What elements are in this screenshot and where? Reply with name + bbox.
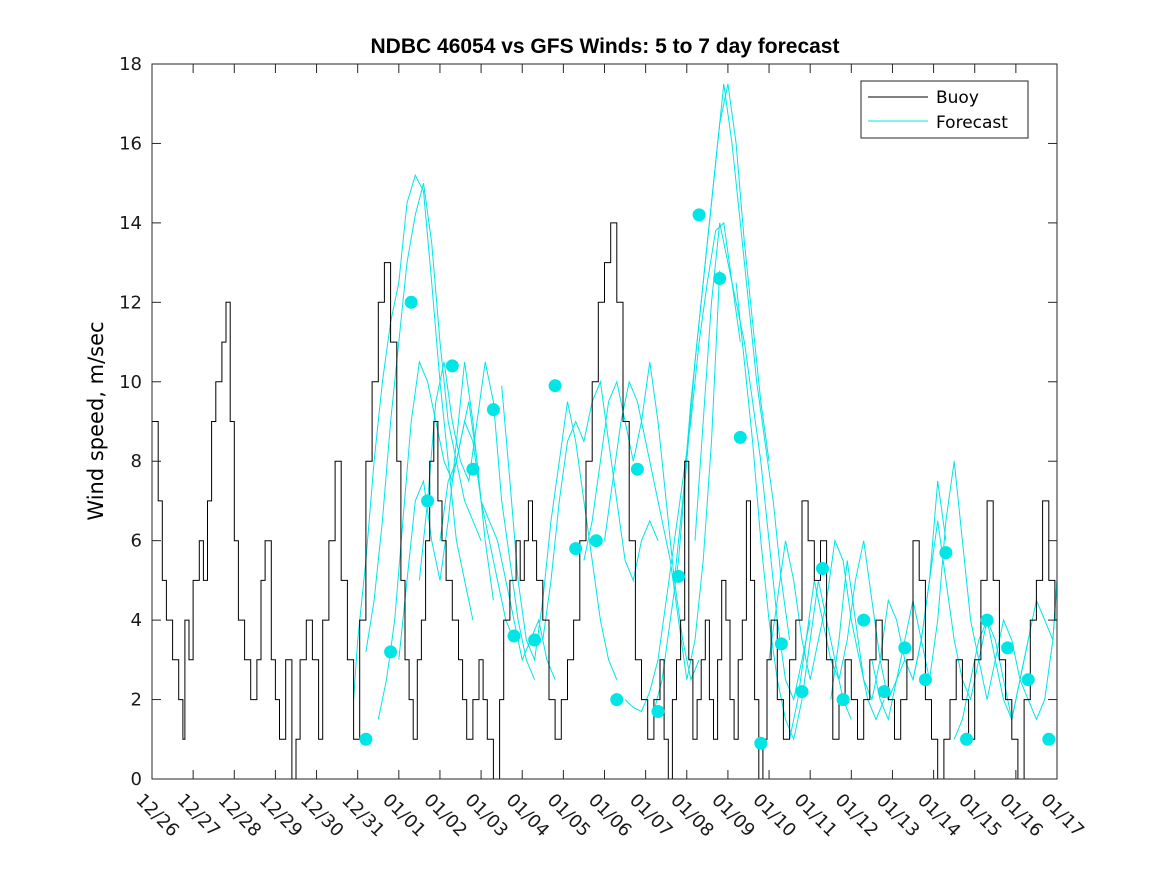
forecast-trace-10 <box>604 270 721 680</box>
forecast-marker <box>898 641 912 655</box>
y-tick-label: 2 <box>131 690 142 711</box>
legend: Buoy Forecast <box>860 80 1029 139</box>
forecast-trace-5 <box>418 361 536 680</box>
y-axis-label: Wind speed, m/sec <box>84 321 108 520</box>
y-tick-label: 14 <box>119 213 142 234</box>
forecast-marker <box>1001 641 1015 655</box>
y-tick-label: 4 <box>131 610 142 631</box>
legend-forecast-label: Forecast <box>936 113 1008 133</box>
forecast-marker <box>939 546 953 560</box>
forecast-marker <box>692 208 706 222</box>
forecast-marker <box>795 685 809 699</box>
forecast-marker <box>569 542 583 556</box>
forecast-marker <box>445 359 459 373</box>
forecast-marker <box>733 430 747 444</box>
forecast-marker <box>774 637 788 651</box>
y-tick-label: 18 <box>119 54 142 75</box>
forecast-marker <box>877 685 891 699</box>
forecast-trace-20 <box>912 520 1029 720</box>
forecast-marker <box>816 562 829 575</box>
y-tick-label: 12 <box>119 292 142 313</box>
forecast-marker <box>528 633 542 647</box>
y-tick-label: 10 <box>119 372 142 393</box>
forecast-trace-11 <box>624 221 741 713</box>
forecast-marker <box>857 613 871 627</box>
y-tick-label: 8 <box>131 451 142 472</box>
plot-background <box>152 64 1057 779</box>
chart-title: NDBC 46054 vs GFS Winds: 5 to 7 day fore… <box>371 35 840 58</box>
forecast-trace-7 <box>501 385 618 680</box>
forecast-trace-13 <box>673 83 791 641</box>
y-tick-label: 6 <box>131 531 142 552</box>
forecast-marker <box>384 645 398 659</box>
forecast-trace-8 <box>542 379 659 641</box>
forecast-marker <box>918 673 932 687</box>
forecast-trace-15 <box>735 282 852 741</box>
buoy-series <box>152 222 1057 780</box>
forecast-marker <box>836 693 850 707</box>
buoy-line <box>152 222 1057 780</box>
forecast-markers <box>359 208 1056 750</box>
forecast-trace-1 <box>353 173 474 700</box>
forecast-trace-6 <box>439 419 556 680</box>
forecast-marker <box>960 732 973 746</box>
y-tick-label: 16 <box>119 133 142 154</box>
forecast-series <box>353 83 1058 741</box>
forecast-marker <box>754 736 768 750</box>
forecast-marker <box>672 569 685 583</box>
forecast-trace-21 <box>953 580 1058 740</box>
forecast-marker <box>713 272 727 285</box>
forecast-marker <box>980 613 994 627</box>
forecast-marker <box>507 629 521 643</box>
forecast-marker <box>1042 732 1056 746</box>
forecast-trace-2 <box>365 183 482 652</box>
forecast-marker <box>359 732 373 746</box>
legend-buoy-label: Buoy <box>936 88 979 108</box>
forecast-marker <box>589 534 603 548</box>
forecast-marker <box>651 705 665 718</box>
forecast-marker <box>421 494 435 508</box>
forecast-marker <box>466 462 480 476</box>
forecast-marker <box>404 295 418 309</box>
forecast-marker <box>610 693 624 707</box>
legend-box <box>860 80 1029 139</box>
forecast-marker <box>548 379 562 393</box>
forecast-marker <box>1021 673 1035 687</box>
y-tick-label: 0 <box>131 769 142 790</box>
forecast-marker <box>630 462 644 476</box>
y-axis: 0 2 4 6 8 10 12 14 16 18 <box>119 54 1057 790</box>
forecast-marker <box>486 403 500 417</box>
